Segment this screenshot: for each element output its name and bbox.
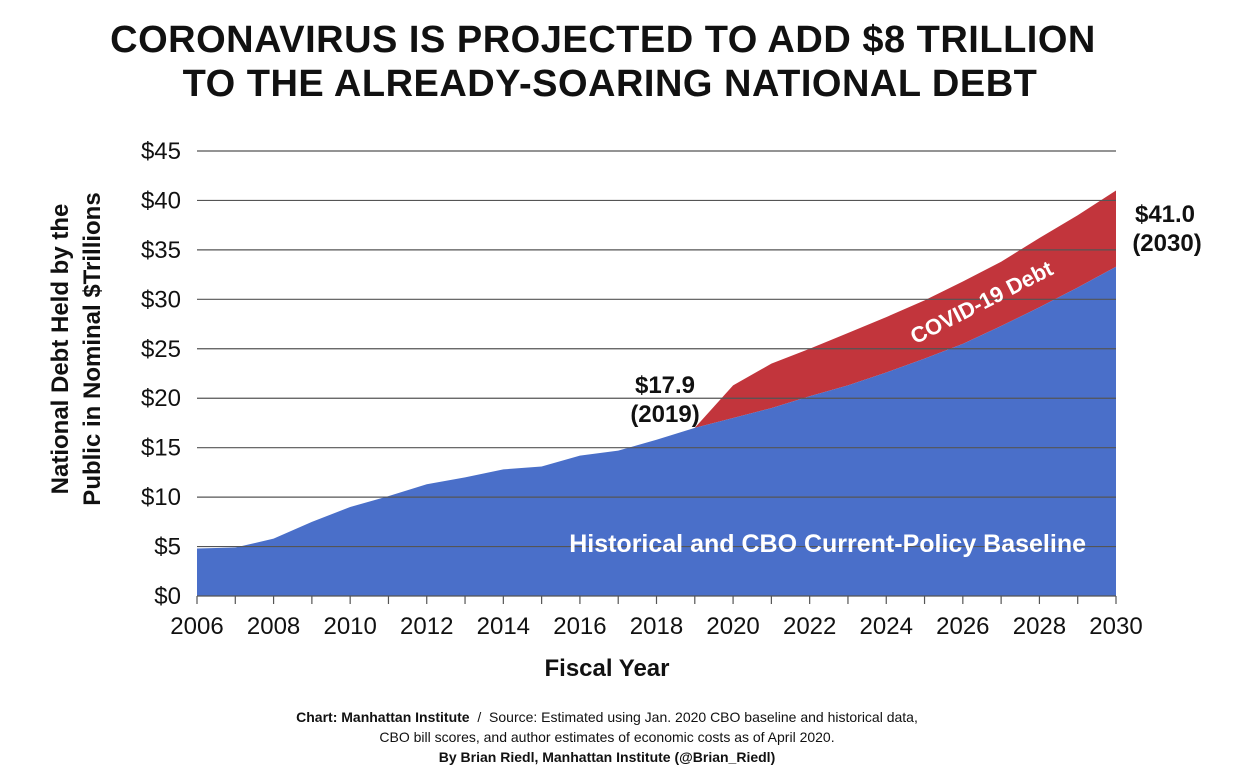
x-tick-label: 2006 bbox=[170, 613, 223, 640]
footer-credit-line: Chart: Manhattan Institute / Source: Est… bbox=[296, 709, 918, 725]
footer-credit: Chart: Manhattan Institute bbox=[296, 709, 470, 725]
x-tick-label: 2016 bbox=[553, 613, 606, 640]
x-tick-label: 2018 bbox=[630, 613, 683, 640]
x-tick-labels: 2006 2008 2010 2012 2014 2016 2018 2020 2022 2024… bbox=[170, 596, 1143, 640]
x-axis-title: Fiscal Year bbox=[545, 655, 670, 682]
y-tick-label: $5 bbox=[154, 534, 181, 561]
svg-text:National Debt Held by the: National Debt Held by the bbox=[47, 204, 74, 495]
x-tick-label: 2024 bbox=[860, 613, 913, 640]
footer-source-1: Source: Estimated using Jan. 2020 CBO ba… bbox=[489, 709, 918, 725]
x-tick-label: 2026 bbox=[936, 613, 989, 640]
footer-byline: By Brian Riedl, Manhattan Institute (@Br… bbox=[439, 749, 775, 765]
footer-source-2: CBO bill scores, and author estimates of… bbox=[379, 729, 834, 745]
x-tick-label: 2014 bbox=[477, 613, 530, 640]
baseline-area-label: Historical and CBO Current-Policy Baseli… bbox=[569, 530, 1086, 558]
y-tick-label: $20 bbox=[141, 385, 181, 412]
x-tick-label: 2030 bbox=[1089, 613, 1142, 640]
annotation-2019-year: (2019) bbox=[630, 401, 699, 428]
annotation-2030-value: $41.0 bbox=[1135, 201, 1195, 228]
series-baseline-area bbox=[197, 266, 1116, 596]
x-tick-label: 2022 bbox=[783, 613, 836, 640]
y-tick-labels: $0 $5 $10 $15 $20 $25 $30 $35 $40 $45 bbox=[141, 138, 181, 610]
x-tick-label: 2008 bbox=[247, 613, 300, 640]
x-tick-label: 2010 bbox=[323, 613, 376, 640]
x-tick-label: 2012 bbox=[400, 613, 453, 640]
svg-text:Public in Nominal $Trillions: Public in Nominal $Trillions bbox=[79, 192, 106, 505]
y-tick-label: $45 bbox=[141, 138, 181, 165]
annotation-2019-value: $17.9 bbox=[635, 372, 695, 399]
y-axis-title: National Debt Held by the Public in Nomi… bbox=[47, 192, 106, 505]
chart-title-line2: TO THE ALREADY-SOARING NATIONAL DEBT bbox=[183, 63, 1038, 105]
footer-separator: / bbox=[470, 709, 489, 725]
y-tick-label: $35 bbox=[141, 237, 181, 264]
x-tick-label: 2020 bbox=[706, 613, 759, 640]
y-tick-label: $10 bbox=[141, 484, 181, 511]
y-tick-label: $25 bbox=[141, 336, 181, 363]
annotation-2030-year: (2030) bbox=[1132, 230, 1201, 257]
y-tick-label: $0 bbox=[154, 583, 181, 610]
chart-title-line1: CORONAVIRUS IS PROJECTED TO ADD $8 TRILL… bbox=[110, 19, 1096, 61]
y-tick-label: $15 bbox=[141, 435, 181, 462]
plot-areas bbox=[197, 190, 1116, 596]
series-covid-area bbox=[694, 190, 1116, 428]
y-tick-label: $30 bbox=[141, 286, 181, 313]
x-tick-label: 2028 bbox=[1013, 613, 1066, 640]
y-tick-label: $40 bbox=[141, 187, 181, 214]
